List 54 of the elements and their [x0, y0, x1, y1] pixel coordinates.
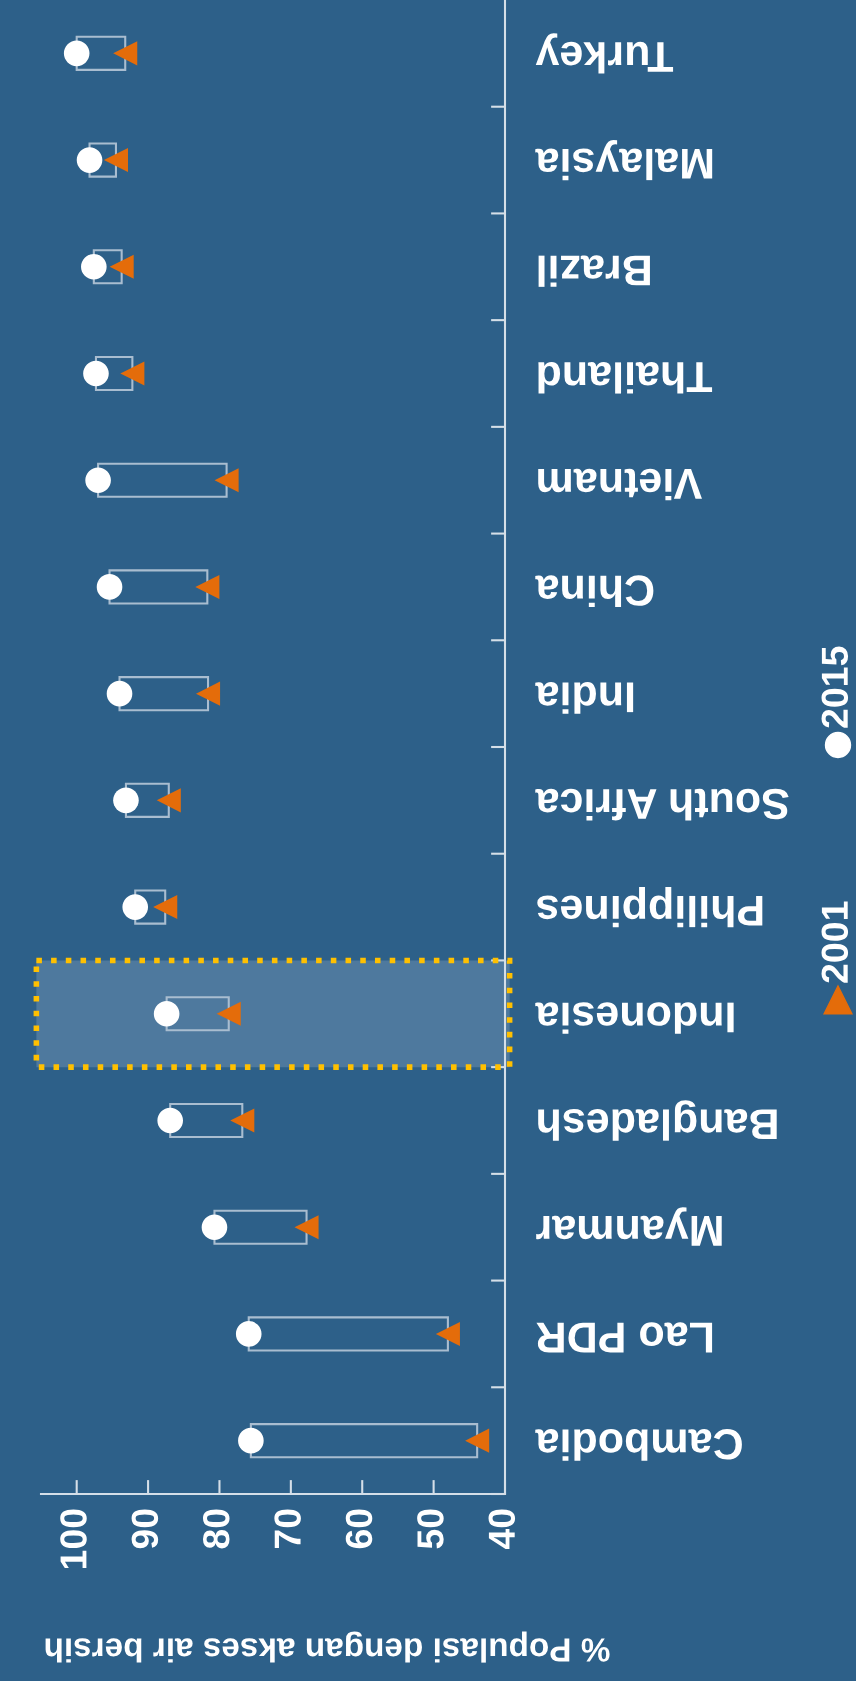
point: [153, 895, 178, 920]
point: [195, 574, 220, 599]
y-tick-label: Brazil: [538, 255, 650, 287]
bar: [249, 1423, 479, 1459]
point: [122, 894, 149, 920]
text: 2015: [821, 646, 849, 728]
x-tick-label: 80: [202, 1509, 230, 1549]
point: [113, 787, 139, 814]
point: [465, 1428, 490, 1453]
point: [106, 680, 133, 707]
y-tick-label: China: [535, 575, 654, 607]
x-tick-label: 100: [60, 1509, 87, 1569]
bar: [97, 462, 228, 498]
y-tick-label: Bangladesh: [538, 1100, 777, 1141]
y-tick-label: Cambodia: [535, 1429, 742, 1461]
point: [214, 468, 239, 493]
y-tick-label: Myanmar: [536, 1207, 722, 1246]
y-tick-label: India: [535, 682, 634, 714]
point: [156, 788, 181, 813]
y-tick-label: Malaysia: [535, 140, 713, 181]
y-tick-label: Indonesia: [535, 1002, 734, 1034]
point: [435, 1321, 460, 1346]
point: [201, 1214, 228, 1241]
point: [109, 254, 134, 279]
point: [196, 681, 221, 706]
y-tick-label: Vietnam: [538, 468, 702, 501]
point: [85, 467, 111, 494]
bar: [118, 676, 210, 712]
x-tick-label: 70: [274, 1509, 301, 1548]
point: [96, 574, 123, 600]
point: [103, 148, 128, 173]
y-tick-label: Lao PDR: [536, 1322, 713, 1353]
x-tick-label: 60: [345, 1509, 373, 1549]
x-tick-label: 90: [131, 1509, 159, 1549]
point: [153, 1000, 180, 1027]
point: [113, 41, 138, 66]
point: [235, 1321, 262, 1347]
x-axis-title: % Populasi dengan akses air bersih: [45, 1631, 610, 1663]
point: [216, 1001, 241, 1026]
x-tick-label: 50: [417, 1509, 444, 1549]
y-tick-label: Turkey: [535, 33, 674, 74]
point: [157, 1107, 184, 1134]
y-tick-label: Philippines: [537, 887, 763, 928]
point: [238, 1427, 264, 1454]
point: [230, 1108, 255, 1133]
point: [120, 361, 145, 386]
point: [63, 40, 90, 67]
y-tick-label: Thailand: [538, 361, 713, 394]
x-tick-label: 40: [488, 1509, 516, 1550]
point: [294, 1215, 319, 1240]
point: [83, 360, 109, 387]
y-tick-label: South Africa: [535, 788, 789, 821]
text: 2001: [821, 901, 849, 983]
bar: [247, 1316, 449, 1352]
